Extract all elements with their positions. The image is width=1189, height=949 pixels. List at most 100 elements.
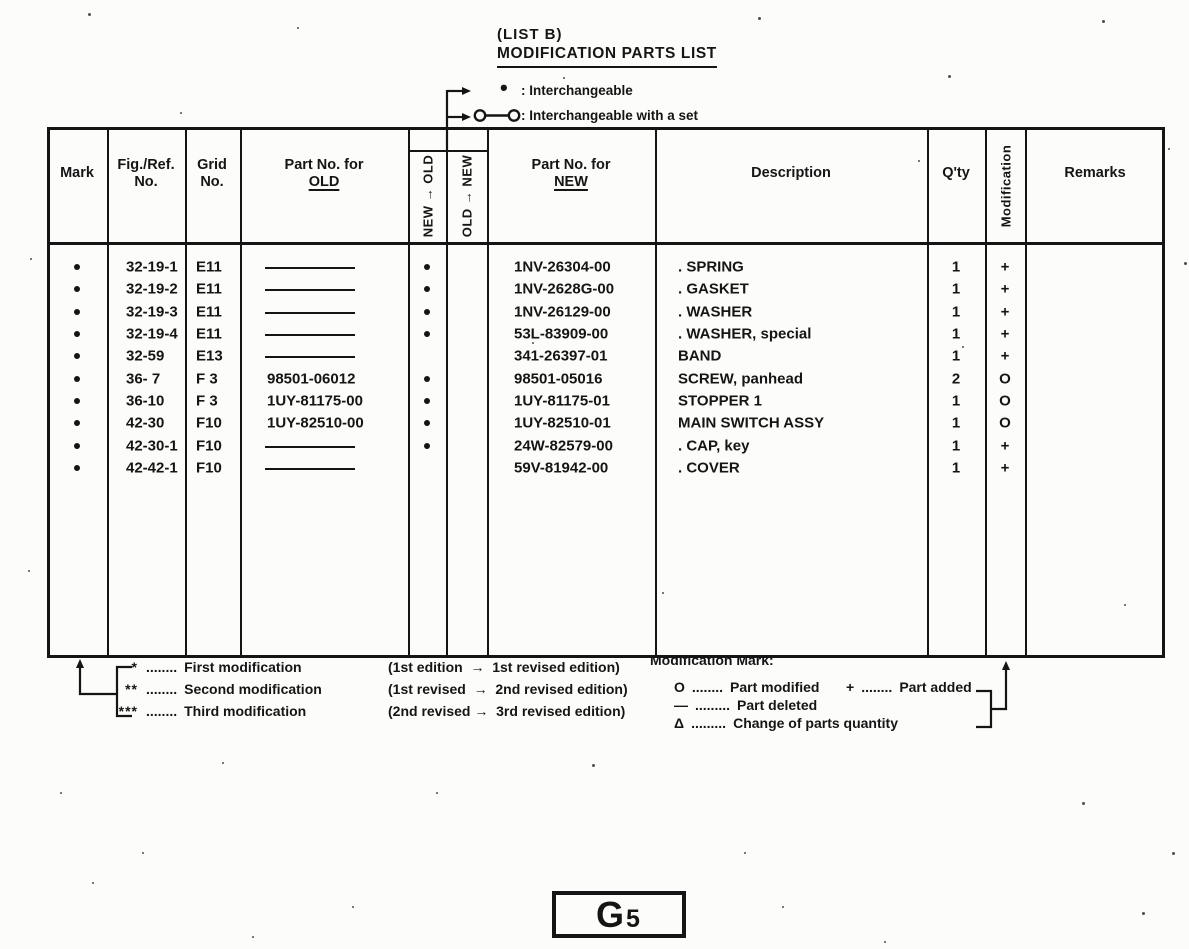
qty-cell: 1 [951,437,961,455]
new-to-old-dot-icon [424,375,430,382]
footnote-third-modification: *** ........ Third modification (2nd revi… [0,703,700,721]
table-grid-line [655,130,657,655]
mark-dot-icon [74,442,80,449]
modification-cell: O [999,414,1011,432]
header-grid: Grid No. [197,157,227,190]
header-qty: Q'ty [942,165,970,181]
description-cell: . WASHER, special [678,325,812,343]
scan-noise-speck [918,160,920,162]
fig-ref-cell: 42-30-1 [126,437,178,455]
grid-cell: E11 [196,325,222,343]
fig-ref-cell: 32-19-4 [126,325,178,343]
delta-mark: Δ [674,715,685,731]
scan-noise-speck [962,346,964,348]
header-separator-line [50,242,1162,245]
grid-cell: F10 [196,459,222,477]
mark-dot-icon [74,286,80,293]
header-new-to-old: NEW → OLD [420,154,436,238]
table-grid-line [985,130,987,655]
scan-noise-speck [92,882,94,884]
qty-cell: 1 [951,459,961,477]
qty-cell: 1 [951,280,961,298]
mark-dot-icon [74,420,80,427]
grid-cell: F 3 [196,392,218,410]
scan-noise-speck [222,762,224,764]
footnote-quantity-change: Δ......... Change of parts quantity [674,715,898,731]
scan-noise-speck [1184,262,1187,265]
modification-cell: + [1000,459,1010,477]
modification-cell: + [1000,303,1010,321]
description-cell: BAND [678,347,722,365]
modification-cell: O [999,370,1011,388]
asterisk-mark: * [131,659,138,675]
qty-cell: 1 [951,347,961,365]
part-old-dash [265,267,355,270]
legend-interchangeable-label: : Interchangeable [521,83,633,98]
part-old-cell: 98501-06012 [267,370,356,388]
header-mark: Mark [60,165,94,181]
grid-cell: F 3 [196,370,218,388]
scan-noise-speck [30,258,32,260]
fig-ref-cell: 32-59 [126,347,165,365]
new-to-old-dot-icon [424,331,430,338]
fig-ref-cell: 32-19-1 [126,258,178,276]
interchangeable-set-icon [472,107,522,129]
header-remarks: Remarks [1064,165,1126,181]
table-row: 32-59 E13 341-26397-01 BAND 1 + [50,345,1162,367]
table-row: 32-19-3 E11 1NV-26129-00 . WASHER 1 + [50,301,1162,323]
arrow-up-icon [1002,661,1010,670]
mark-dot-icon [74,308,80,315]
header-old-to-new: OLD → NEW [459,154,475,238]
header-part-new: Part No. for NEW [531,157,611,190]
part-old-dash [265,356,355,359]
header-modification: Modification [998,144,1014,228]
table-row: 32-19-1 E11 1NV-26304-00 . SPRING 1 + [50,256,1162,278]
part-new-cell: 24W-82579-00 [514,437,613,455]
qty-cell: 2 [951,370,961,388]
part-new-cell: 59V-81942-00 [514,459,609,477]
grid-cell: E13 [196,347,223,365]
scan-noise-speck [1168,148,1170,150]
fig-ref-cell: 42-42-1 [126,459,178,477]
table-grid-line [1025,130,1027,655]
grid-cell: E11 [196,258,222,276]
part-old-cell: 1UY-81175-00 [267,392,363,410]
qty-cell: 1 [951,258,961,276]
description-cell: MAIN SWITCH ASSY [678,414,825,432]
part-new-cell: 1UY-82510-01 [514,414,611,432]
scan-noise-speck [1102,20,1105,23]
table-row: 42-30-1 F10 24W-82579-00 . CAP, key 1 + [50,434,1162,456]
new-to-old-dot-icon [424,264,430,271]
header-description: Description [751,165,831,181]
mark-dot-icon [74,375,80,382]
subheader-line [408,150,489,152]
table-grid-line [107,130,109,655]
modification-footnote-connector [991,667,1008,711]
grid-cell: F10 [196,437,222,455]
mark-dot-icon [74,464,80,471]
table-grid-line [446,150,448,655]
part-old-dash [265,334,355,337]
scan-noise-speck [252,936,254,938]
description-cell: . GASKET [678,280,749,298]
modification-mark-title: Modification Mark: [650,652,774,668]
fig-ref-cell: 36-10 [126,392,165,410]
interchangeable-dot-icon: • [500,75,508,100]
scan-noise-speck [297,27,299,29]
table-grid-line [408,130,410,655]
scan-noise-speck [436,792,438,794]
modification-cell: + [1000,258,1010,276]
arrow-right-icon [462,87,471,95]
right-bracket [976,689,993,729]
table-row: 36- 7 F 3 98501-06012 98501-05016 SCREW, pan… [50,368,1162,390]
qty-cell: 1 [951,392,961,410]
header-fig-ref: Fig./Ref. No. [117,157,175,190]
legend-set-label: : Interchangeable with a set [521,108,699,123]
modification-cell: + [1000,280,1010,298]
footnote-part-modified: O........ Part modified [674,679,820,695]
scan-noise-speck [60,792,62,794]
scan-noise-speck [758,17,761,20]
page-title: MODIFICATION PARTS LIST [497,45,717,68]
new-to-old-dot-icon [424,442,430,449]
